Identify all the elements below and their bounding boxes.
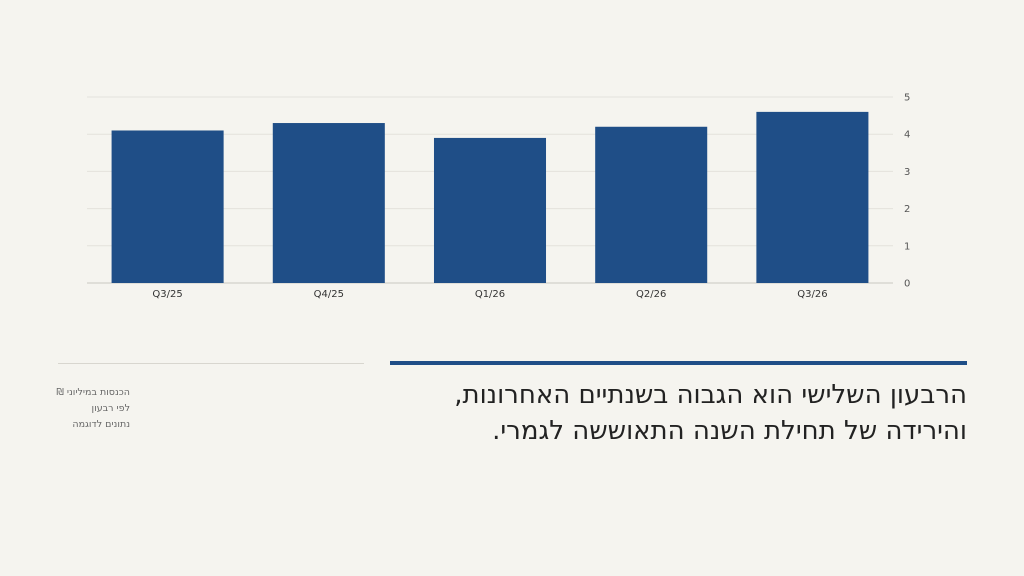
- y-tick-label: 2: [904, 204, 910, 215]
- notes-divider: [58, 363, 364, 364]
- y-tick-label: 0: [904, 279, 910, 290]
- note-units: הכנסות במיליוני ₪: [56, 387, 130, 398]
- y-tick-label: 3: [904, 167, 910, 178]
- bars: [111, 111, 869, 283]
- bar-q4-25: [272, 123, 385, 283]
- x-tick-label: Q3/26: [797, 289, 827, 300]
- note-grouping: לפי רבעון: [91, 403, 130, 414]
- x-tick-label: Q4/25: [314, 289, 344, 300]
- x-tick-label: Q1/26: [475, 289, 505, 300]
- y-tick-label: 4: [904, 130, 910, 141]
- y-tick-label: 5: [904, 93, 910, 104]
- chart-notes: הכנסות במיליוני ₪ לפי רבעון נתונים לדוגמ…: [56, 385, 130, 433]
- x-axis-ticks: Q3/25 Q4/25 Q1/26 Q2/26 Q3/26: [152, 289, 827, 300]
- bar-q1-26: [433, 137, 547, 283]
- bar-q2-26: [595, 126, 708, 283]
- note-sample: נתונים לדוגמה: [72, 419, 130, 430]
- revenue-bar-chart: 0 1 2 3 4 5 Q3/25 Q4/25 Q1/26 Q2/26 Q3/26: [87, 93, 910, 300]
- y-tick-label: 1: [904, 241, 910, 252]
- headline: הרבעון השלישי הוא הגבוה בשנתיים האחרונות…: [454, 380, 967, 446]
- y-axis-ticks: 0 1 2 3 4 5: [904, 93, 910, 290]
- x-tick-label: Q2/26: [636, 289, 666, 300]
- bar-q3-26: [756, 111, 869, 283]
- headline-accent-rule: [390, 361, 967, 365]
- bar-q3-25: [111, 130, 224, 283]
- x-tick-label: Q3/25: [152, 289, 182, 300]
